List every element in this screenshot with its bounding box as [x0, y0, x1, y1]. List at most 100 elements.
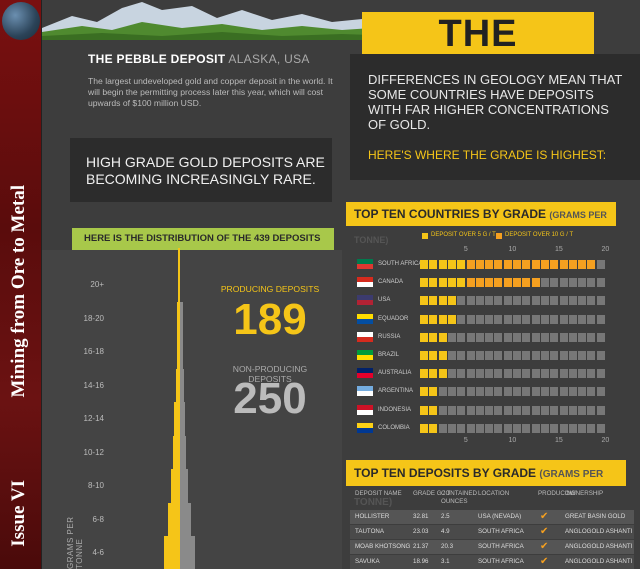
non-producing-label: NON-PRODUCING DEPOSITS	[232, 364, 308, 384]
grade-cell	[522, 278, 531, 288]
grade-cell	[578, 296, 587, 306]
pebble-heading: THE PEBBLE DEPOSIT ALASKA, USA	[88, 52, 310, 66]
producing-bar	[175, 368, 180, 403]
grade-cell	[522, 296, 531, 306]
grade-cell	[447, 405, 456, 415]
deposit-grade: 32.81	[413, 513, 429, 520]
grade-cell	[475, 332, 484, 342]
grade-cell	[513, 296, 521, 306]
grade-cell	[494, 260, 503, 269]
grade-cell	[438, 351, 447, 360]
grade-cell	[485, 405, 494, 415]
grade-cell	[522, 405, 531, 415]
deposit-ounces: 2.5	[441, 513, 450, 520]
grade-cell	[531, 332, 540, 342]
grade-cell	[587, 369, 596, 379]
producing-bar	[177, 301, 180, 336]
grade-cell	[420, 260, 428, 269]
grade-cell	[494, 314, 503, 324]
deposits-unit: (GRAMS PER TONNE)	[354, 469, 604, 508]
grade-cell	[568, 405, 577, 415]
deposit-ounces: 4.9	[441, 528, 450, 535]
grade-cell	[568, 423, 577, 433]
grade-cell	[438, 278, 447, 288]
grade-cell	[531, 296, 540, 306]
countries-unit: (GRAMS PER TONNE)	[354, 210, 607, 245]
deposits-title: TOP TEN DEPOSITS BY GRADE	[354, 466, 537, 480]
grade-cell	[503, 260, 512, 269]
pebble-heading-name: THE PEBBLE DEPOSIT	[88, 52, 226, 66]
grade-cell	[540, 260, 549, 269]
grade-cell	[550, 369, 559, 379]
grade-cell	[485, 278, 494, 288]
grade-cell	[531, 278, 540, 288]
grade-cell	[485, 387, 494, 397]
grade-cell	[457, 423, 466, 433]
magazine-spine: Mining from Ore to Metal Issue VI	[0, 0, 42, 569]
grade-cell	[522, 314, 531, 324]
grade-cell	[550, 314, 559, 324]
grade-cell	[513, 387, 521, 397]
grade-cell	[447, 260, 456, 269]
grade-cell	[559, 405, 568, 415]
grade-cell	[503, 296, 512, 306]
grade-cell	[457, 387, 466, 397]
deposit-grade: 18.96	[413, 558, 429, 565]
country-label: SOUTH AFRICA	[378, 261, 423, 267]
distribution-tick-label: 4-6	[92, 548, 104, 557]
distribution-tick-label: 16-18	[83, 347, 104, 356]
deposit-location: SOUTH AFRICA	[478, 528, 524, 535]
grade-cell	[596, 296, 605, 306]
grade-cell	[559, 260, 568, 269]
deposit-grade: 23.03	[413, 528, 429, 535]
grade-cell	[457, 314, 466, 324]
grade-cell	[587, 296, 596, 306]
deposits-column-header: OWNERSHIP	[565, 490, 604, 497]
grade-cell	[485, 260, 494, 269]
mountain-banner	[42, 0, 372, 40]
country-flag-icon	[357, 422, 373, 433]
grade-cell	[531, 369, 540, 379]
grade-cell	[420, 351, 428, 360]
grade-cell	[550, 405, 559, 415]
grade-cell	[550, 423, 559, 433]
grade-cell	[457, 405, 466, 415]
table-row	[350, 555, 634, 569]
country-flag-icon	[357, 313, 373, 324]
grade-cell	[494, 423, 503, 433]
grade-cell	[457, 260, 466, 269]
deposits-title-bar: TOP TEN DEPOSITS BY GRADE (GRAMS PER TON…	[346, 460, 626, 508]
grade-cell	[559, 423, 568, 433]
grade-cell	[568, 278, 577, 288]
grade-cell	[578, 351, 587, 360]
grade-cell	[485, 423, 494, 433]
grade-cell	[447, 369, 456, 379]
grade-cell	[503, 423, 512, 433]
country-label: AUSTRALIA	[378, 370, 412, 377]
country-label: RUSSIA	[378, 333, 401, 340]
deposits-column-header: DEPOSIT NAME	[355, 490, 402, 497]
grade-cell	[438, 387, 447, 397]
grade-cell	[550, 278, 559, 288]
grade-cell	[438, 405, 447, 415]
grade-cell	[447, 351, 456, 360]
grade-cell	[429, 296, 438, 306]
grade-cell	[513, 369, 521, 379]
grade-cell	[438, 332, 447, 342]
x-tick-top: 5	[463, 246, 468, 253]
grade-cell	[550, 332, 559, 342]
grade-cell	[420, 296, 428, 306]
non-producing-bar	[180, 368, 184, 403]
distribution-ylabel: GRAMS PER TONNE	[66, 516, 84, 569]
country-flag-icon	[357, 331, 373, 342]
checkmark-icon: ✔	[540, 511, 549, 522]
grade-cell	[420, 332, 428, 342]
spine-title: Mining from Ore to Metal	[8, 185, 29, 398]
x-tick-top: 15	[554, 246, 563, 253]
distribution-tick-label: 6-8	[92, 514, 104, 524]
distribution-heading: HERE IS THE DISTRIBUTION OF THE 439 DEPO…	[72, 228, 334, 266]
grade-cell	[513, 314, 521, 324]
grade-cell	[475, 314, 484, 324]
grade-cell	[494, 351, 503, 360]
pebble-text: The largest undeveloped gold and copper …	[88, 76, 333, 108]
